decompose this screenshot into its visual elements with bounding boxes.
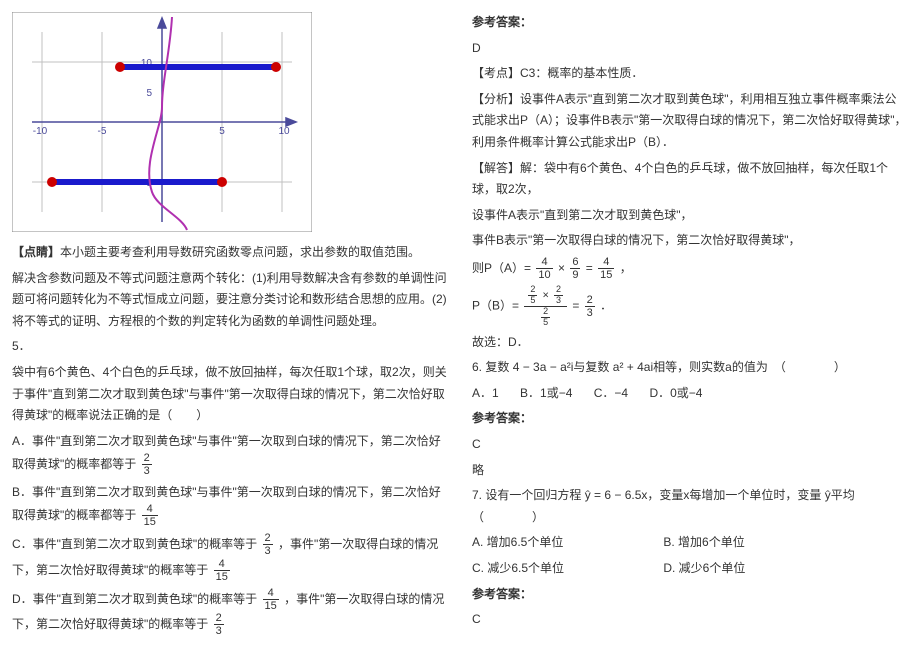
q5-sol3: 事件B表示"第一次取得白球的情况下，第二次恰好取得黄球"， [472,230,908,252]
q6-note: 略 [472,460,908,482]
answer-label: 参考答案： [472,584,908,606]
hint-block: 【点睛】本小题主要考查利用导数研究函数零点问题，求出参数的取值范围。 [12,242,448,264]
tick-label: -5 [98,126,107,137]
q5-body: 袋中有6个黄色、4个白色的乒乓球，做不放回抽样，每次任取1个球，取2次，则关于事… [12,362,448,427]
q5-answer: D [472,38,908,60]
q5-pb: P（B）= 25 × 23 25 = 23 ． [472,285,908,328]
q5-sol2: 设事件A表示"直到第二次才取到黄色球"， [472,205,908,227]
function-graph: -10 -5 5 10 10 5 -5 [12,12,448,232]
q5-sol1: 【解答】解：袋中有6个黄色、4个白色的乒乓球，做不放回抽样，每次任取1个球，取2… [472,158,908,201]
q5-num: 5． [12,336,448,358]
q6-body: 6. 复数 4 − 3a − a²i与复数 a² + 4ai相等，则实数a的值为… [472,357,908,379]
q7-answer: C [472,609,908,631]
answer-label: 参考答案： [472,408,908,430]
q6-answer: C [472,434,908,456]
q5-option-c: C．事件"直到第二次才取到黄色球"的概率等于 23 ，事件"第一次取得白球的情况… [12,532,448,582]
q5-option-d: D．事件"直到第二次才取到黄色球"的概率等于 415 ，事件"第一次取得白球的情… [12,587,448,637]
hint-body2: 解决含参数问题及不等式问题注意两个转化：(1)利用导数解决含有参数的单调性问题可… [12,268,448,333]
tick-label: 10 [278,126,290,137]
tick-label: 5 [146,88,152,99]
chart-svg: -10 -5 5 10 10 5 -5 [12,12,312,232]
q5-kp: 【考点】C3：概率的基本性质． [472,63,908,85]
q5-so: 故选：D． [472,332,908,354]
q7-options-cd: C. 减少6.5个单位 D. 减少6个单位 [472,558,908,580]
answer-label: 参考答案： [472,12,908,34]
q7-options-ab: A. 增加6.5个单位 B. 增加6个单位 [472,532,908,554]
q6-options: A．1 B．1或−4 C．−4 D．0或−4 [472,383,908,405]
q5-pa: 则P（A）= 410 × 69 = 415 ， [472,256,908,281]
q5-option-a: A．事件"直到第二次才取到黄色球"与事件"第一次取到白球的情况下，第二次恰好取得… [12,431,448,478]
q5-option-b: B．事件"直到第二次才取到黄色球"与事件"第一次取到白球的情况下，第二次恰好取得… [12,482,448,529]
q7-body: 7. 设有一个回归方程 ŷ = 6 − 6.5x，变量x每增加一个单位时，变量 … [472,485,908,528]
q5-analysis: 【分析】设事件A表示"直到第二次才取到黄色球"，利用相互独立事件概率乘法公式能求… [472,89,908,154]
tick-label: -10 [33,126,48,137]
tick-label: 5 [219,126,225,137]
page-content: -10 -5 5 10 10 5 -5 【点睛】本小题主要考查利用导数研究函数零… [12,12,908,639]
